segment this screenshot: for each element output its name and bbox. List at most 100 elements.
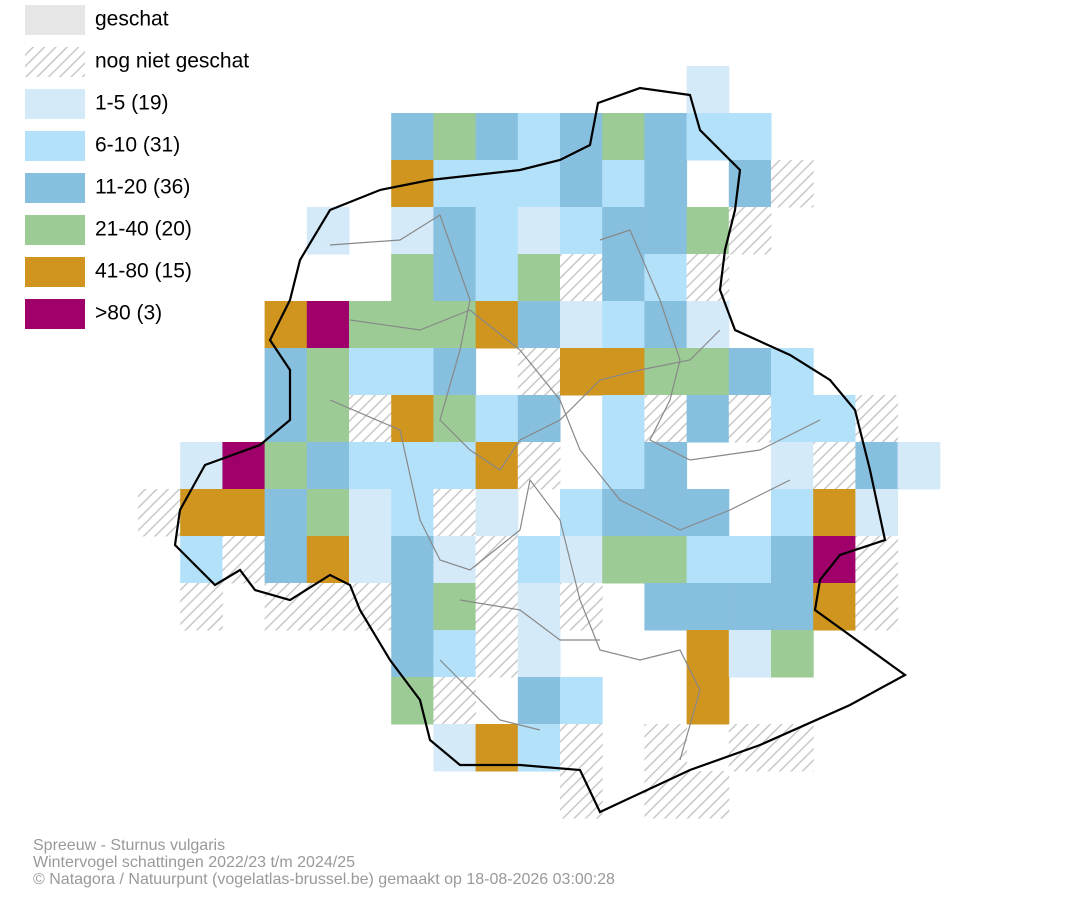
grid-cell xyxy=(222,442,266,490)
grid-cell xyxy=(728,583,772,631)
legend-swatch xyxy=(25,131,85,161)
grid-cell xyxy=(264,583,308,631)
grid-cell xyxy=(602,207,645,255)
grid-cell xyxy=(644,489,688,537)
grid-cell xyxy=(433,489,477,537)
footer-line: Wintervogel schattingen 2022/23 t/m 2024… xyxy=(33,854,355,871)
grid-cell xyxy=(517,160,561,208)
legend-label: nog niet geschat xyxy=(95,50,249,73)
grid-cell xyxy=(264,348,308,396)
grid-cell xyxy=(391,536,434,584)
grid-cell xyxy=(433,348,477,396)
legend: geschat nog niet geschat 1-5 (19) 6-10 (31)… xyxy=(25,5,249,329)
grid-cell xyxy=(771,489,814,537)
grid-cell xyxy=(855,536,899,584)
grid-cell xyxy=(517,536,561,584)
grid-cell xyxy=(686,771,730,819)
grid-cell xyxy=(644,254,688,302)
grid-cell xyxy=(391,395,434,443)
grid-cell xyxy=(728,536,772,584)
grid-cell xyxy=(813,536,856,584)
legend-label: >80 (3) xyxy=(95,302,162,325)
grid-cell xyxy=(560,771,603,819)
grid-cell xyxy=(644,536,688,584)
grid-cell xyxy=(602,254,645,302)
grid-cell xyxy=(517,442,561,490)
grid-cell xyxy=(264,442,308,490)
grid-cell xyxy=(138,489,181,537)
grid-cell xyxy=(517,301,561,349)
legend-label: 21-40 (20) xyxy=(95,218,192,241)
grid-cell xyxy=(644,113,688,161)
grid-cell xyxy=(602,348,645,396)
grid-cell xyxy=(686,207,730,255)
legend-label: 1-5 (19) xyxy=(95,92,169,115)
grid-cell xyxy=(517,254,561,302)
legend-label: 6-10 (31) xyxy=(95,134,180,157)
grid-cell xyxy=(475,301,519,349)
grid-cell xyxy=(391,583,434,631)
grid-cell xyxy=(475,254,519,302)
grid-cell xyxy=(306,489,350,537)
grid-cell xyxy=(771,536,814,584)
legend-swatch xyxy=(25,47,85,77)
grid-cell xyxy=(560,348,603,396)
grid-cell xyxy=(433,113,477,161)
grid-cell xyxy=(644,395,688,443)
grid-cell xyxy=(644,724,688,772)
grid-cell xyxy=(644,771,688,819)
grid-cell xyxy=(306,442,350,490)
grid-cell xyxy=(433,301,477,349)
grid-cell xyxy=(517,113,561,161)
grid-cell xyxy=(475,442,519,490)
grid-cell xyxy=(728,348,772,396)
grid-cell xyxy=(560,207,603,255)
grid-cell xyxy=(560,254,603,302)
grid-cell xyxy=(644,583,688,631)
grid-cell xyxy=(644,207,688,255)
grid-cell xyxy=(560,160,603,208)
grid-cell xyxy=(560,489,603,537)
grid-cell xyxy=(855,489,899,537)
region-boundary xyxy=(173,86,908,814)
grid-cell xyxy=(349,583,392,631)
grid-cell xyxy=(475,207,519,255)
grid-cell xyxy=(855,583,899,631)
grid-cell xyxy=(475,630,519,678)
grid-cell xyxy=(349,489,392,537)
grid-cell xyxy=(391,301,434,349)
grid-cell xyxy=(391,254,434,302)
grid-cell xyxy=(391,677,434,725)
grid-cell xyxy=(391,348,434,396)
grid-cell xyxy=(517,207,561,255)
grid-cell xyxy=(644,348,688,396)
grid-cell xyxy=(855,395,899,443)
legend-swatch xyxy=(25,5,85,35)
grid-cell xyxy=(771,724,814,772)
grid-cell xyxy=(349,348,392,396)
grid-cell xyxy=(813,489,856,537)
grid-cell xyxy=(349,536,392,584)
legend-swatch xyxy=(25,215,85,245)
grid-cell xyxy=(433,583,477,631)
grid-cell xyxy=(475,489,519,537)
grid-cell xyxy=(306,583,350,631)
grid-cell xyxy=(517,724,561,772)
footer-line: © Natagora / Natuurpunt (vogelatlas-brus… xyxy=(33,871,615,888)
legend-swatch xyxy=(25,257,85,287)
grid-cell xyxy=(222,489,266,537)
grid-cell xyxy=(771,348,814,396)
grid-cell xyxy=(180,442,223,490)
grid-cell xyxy=(602,395,645,443)
grid-cell xyxy=(433,207,477,255)
grid-cell xyxy=(264,536,308,584)
grid-cell xyxy=(475,160,519,208)
grid-cell xyxy=(644,301,688,349)
grid-cell xyxy=(686,348,730,396)
grid-cell xyxy=(517,583,561,631)
grid-cell xyxy=(813,442,856,490)
grid-cell xyxy=(771,160,814,208)
grid-cell xyxy=(728,113,772,161)
grid-cell xyxy=(475,395,519,443)
